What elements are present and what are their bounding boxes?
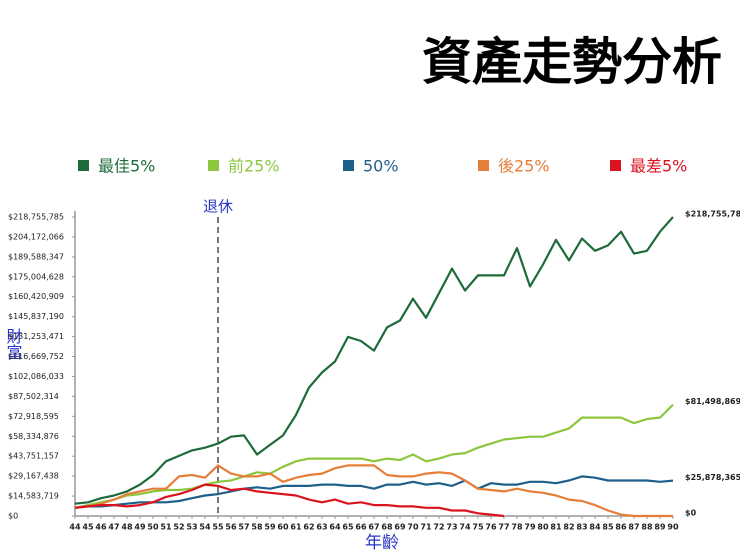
legend-swatch [343, 160, 354, 171]
x-tick-label: 46 [95, 523, 107, 532]
y-tick-label: $29,167,438 [8, 472, 59, 481]
x-tick-label: 64 [329, 523, 341, 532]
y-axis-label: 財富 [4, 328, 23, 360]
x-tick-label: 47 [108, 523, 119, 532]
x-tick-label: 70 [407, 523, 419, 532]
end-value-label: $25,878,365 [685, 473, 740, 482]
y-tick-label: $175,004,628 [8, 272, 64, 281]
x-axis-label: 年齡 [365, 533, 399, 553]
y-tick-label: $116,669,752 [8, 352, 64, 361]
x-tick-label: 68 [381, 523, 393, 532]
x-tick-label: 54 [199, 523, 211, 532]
x-tick-label: 52 [173, 523, 184, 532]
x-tick-label: 48 [121, 523, 133, 532]
y-tick-label: $204,172,066 [8, 232, 64, 241]
series-line [74, 403, 674, 509]
x-tick-label: 71 [420, 523, 432, 532]
x-tick-label: 90 [667, 523, 679, 532]
legend-label: 後25% [498, 157, 550, 176]
x-tick-label: 44 [69, 523, 81, 532]
x-tick-label: 58 [251, 523, 263, 532]
x-tick-label: 56 [225, 523, 237, 532]
y-tick-label: $0 [8, 512, 18, 521]
y-tick-label: $72,918,595 [8, 412, 59, 421]
x-tick-label: 80 [537, 523, 549, 532]
legend-label: 前25% [228, 157, 280, 176]
y-tick-label: $102,086,033 [8, 372, 64, 381]
x-tick-label: 69 [394, 523, 406, 532]
y-tick-label: $131,253,471 [8, 332, 64, 341]
x-tick-label: 51 [160, 523, 172, 532]
end-value-label: $81,498,869 [685, 397, 740, 406]
x-tick-label: 83 [576, 523, 587, 532]
x-tick-label: 63 [316, 523, 327, 532]
x-tick-label: 45 [82, 523, 94, 532]
x-tick-label: 86 [615, 523, 627, 532]
x-tick-label: 60 [277, 523, 289, 532]
x-tick-label: 66 [355, 523, 367, 532]
y-tick-label: $145,837,190 [8, 312, 64, 321]
x-tick-label: 59 [264, 523, 276, 532]
x-tick-label: 49 [134, 523, 146, 532]
x-tick-label: 65 [342, 523, 354, 532]
x-tick-label: 88 [641, 523, 653, 532]
legend-label: 最差5% [630, 157, 687, 176]
series-line [74, 216, 674, 505]
legend-swatch [478, 160, 489, 171]
series-line [74, 475, 674, 509]
y-tick-label: $87,502,314 [8, 392, 59, 401]
x-tick-label: 89 [654, 523, 666, 532]
y-tick-label: $189,588,347 [8, 252, 64, 261]
x-tick-label: 78 [511, 523, 523, 532]
x-tick-label: 62 [303, 523, 314, 532]
legend-swatch [208, 160, 219, 171]
series-line [74, 483, 505, 518]
x-tick-label: 74 [459, 523, 471, 532]
chart-title: 資產走勢分析 [422, 32, 722, 91]
x-tick-label: 84 [589, 523, 601, 532]
x-tick-label: 67 [368, 523, 379, 532]
y-tick-label: $160,420,909 [8, 292, 64, 301]
x-tick-label: 73 [446, 523, 457, 532]
x-tick-label: 77 [498, 523, 509, 532]
end-value-label: $218,755,785 [685, 210, 740, 219]
x-tick-label: 61 [290, 523, 302, 532]
y-tick-label: $58,334,876 [8, 432, 59, 441]
x-tick-label: 72 [433, 523, 444, 532]
y-tick-label: $14,583,719 [8, 492, 59, 501]
legend-label: 最佳5% [98, 157, 155, 176]
x-tick-label: 57 [238, 523, 249, 532]
legend-swatch [610, 160, 621, 171]
x-tick-label: 50 [147, 523, 159, 532]
legend-swatch [78, 160, 89, 171]
y-tick-label: $43,751,157 [8, 452, 59, 461]
x-tick-label: 81 [550, 523, 562, 532]
retirement-label: 退休 [203, 198, 233, 216]
x-tick-label: 79 [524, 523, 536, 532]
x-tick-label: 55 [212, 523, 224, 532]
y-tick-label: $218,755,785 [8, 213, 64, 222]
x-tick-label: 76 [485, 523, 497, 532]
x-tick-label: 75 [472, 523, 484, 532]
x-tick-label: 53 [186, 523, 197, 532]
end-value-label: $0 [685, 509, 697, 518]
x-tick-label: 85 [602, 523, 614, 532]
series-line [74, 464, 673, 518]
x-tick-label: 87 [628, 523, 639, 532]
x-tick-label: 82 [563, 523, 574, 532]
legend-label: 50% [363, 157, 399, 176]
